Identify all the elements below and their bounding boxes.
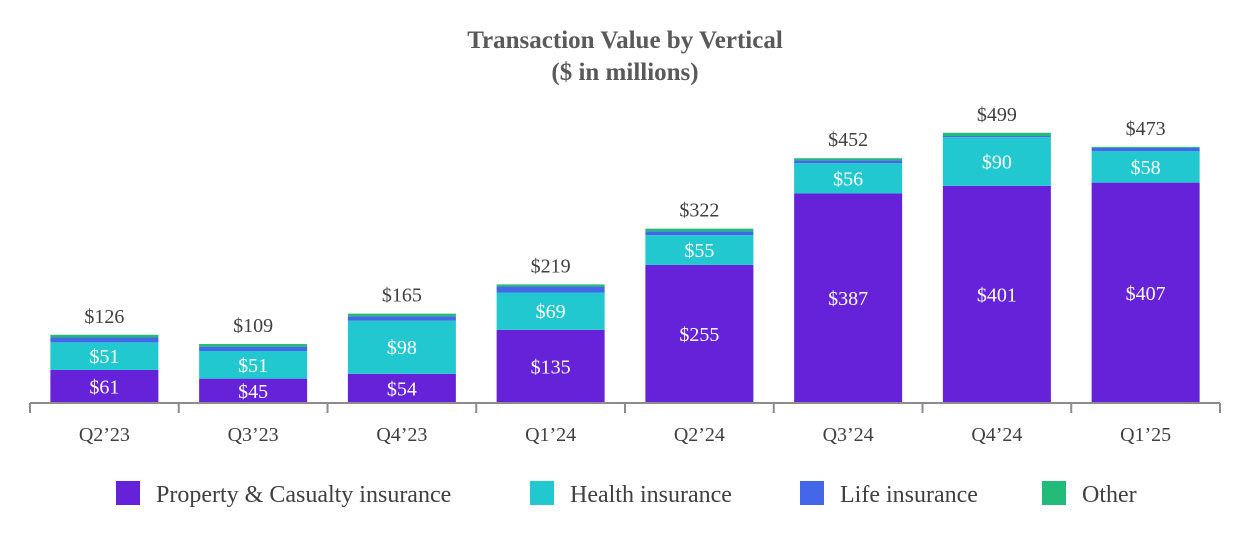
bar-segment-1-1 [50, 369, 159, 403]
total-label: $109 [233, 315, 273, 337]
bar-segment-3-1 [50, 337, 159, 343]
total-label: $165 [382, 285, 422, 307]
bar-segment-4-7 [942, 132, 1051, 137]
bar-segment-4-1 [50, 334, 159, 338]
x-tick-label: Q1’24 [525, 424, 576, 446]
x-tick-label: Q3’24 [823, 424, 874, 446]
legend-label-2: Health insurance [570, 482, 732, 508]
x-tick-label: Q3’23 [228, 424, 279, 446]
legend-swatch-4 [1042, 481, 1066, 505]
bar-segment-1-8 [1091, 182, 1200, 403]
bar-segment-2-8 [1091, 151, 1200, 183]
segment-value-label: $45 [238, 381, 268, 403]
bar-segment-1-3 [347, 373, 456, 403]
bar-segment-4-4 [496, 284, 605, 287]
bar-segment-2-4 [496, 292, 605, 330]
legend-label-4: Other [1082, 482, 1137, 508]
segment-value-label: $255 [679, 324, 719, 346]
bar-segment-4-2 [199, 343, 308, 347]
segment-value-label: $135 [531, 356, 571, 378]
x-tick-label: Q2’23 [79, 424, 130, 446]
legend-swatch-3 [800, 481, 824, 505]
x-tick-label: Q4’24 [971, 424, 1022, 446]
segment-value-label: $69 [536, 301, 566, 323]
total-label: $322 [679, 200, 719, 222]
segment-value-label: $98 [387, 337, 417, 359]
legend-label-1: Property & Casualty insurance [156, 482, 451, 508]
bar-segment-3-2 [199, 346, 308, 352]
bar-segment-3-8 [1091, 147, 1200, 152]
total-label: $126 [84, 306, 124, 328]
total-label: $219 [531, 255, 571, 277]
segment-value-label: $58 [1131, 157, 1161, 179]
bar-segment-4-3 [347, 313, 456, 317]
segment-value-label: $401 [977, 284, 1017, 306]
bar-segment-4-8 [1091, 146, 1200, 148]
total-label: $473 [1126, 118, 1166, 140]
bar-segment-3-6 [794, 160, 903, 164]
bars-group: $61 $51 $126 $45 $51 $109 $54 $98 $165 $135 $69 $21… [50, 104, 1200, 403]
bar-segment-2-2 [199, 351, 308, 379]
segment-value-label: $387 [828, 288, 868, 310]
bar-segment-3-7 [942, 136, 1051, 138]
bar-segment-4-6 [794, 158, 903, 161]
segment-value-label: $54 [387, 378, 417, 400]
bar-segment-4-5 [645, 228, 754, 232]
segment-value-label: $56 [833, 168, 863, 190]
x-tick-label: Q2’24 [674, 424, 725, 446]
total-label: $452 [828, 129, 868, 151]
segment-value-label: $51 [238, 355, 268, 377]
bar-segment-1-7 [942, 185, 1051, 403]
bar-segment-3-3 [347, 316, 456, 321]
x-tick-label: Q1’25 [1120, 424, 1171, 446]
bar-segment-2-6 [794, 163, 903, 194]
x-tick-label: Q4’23 [376, 424, 427, 446]
bar-segment-2-1 [50, 342, 159, 370]
legend: Property & Casualty insurance Health insu… [116, 481, 1137, 508]
chart-title: Transaction Value by Vertical [467, 27, 783, 54]
segment-value-label: $61 [89, 376, 119, 398]
bar-segment-1-5 [645, 264, 754, 403]
bar-segment-3-5 [645, 231, 754, 236]
bar-segment-1-4 [496, 329, 605, 403]
segment-value-label: $407 [1126, 283, 1166, 305]
bar-segment-3-4 [496, 286, 605, 293]
legend-swatch-1 [116, 481, 140, 505]
bar-segment-2-7 [942, 137, 1051, 186]
bar-segment-1-6 [794, 193, 903, 403]
segment-value-label: $55 [684, 240, 714, 262]
segment-value-label: $90 [982, 151, 1012, 173]
total-label: $499 [977, 104, 1017, 126]
legend-label-3: Life insurance [840, 482, 978, 508]
bar-segment-2-3 [347, 320, 456, 374]
x-axis: Q2’23 Q3’23 Q4’23 Q1’24 Q2’24 Q3’24 Q4’24 Q1’25 [29, 402, 1221, 446]
legend-swatch-2 [530, 481, 554, 505]
segment-value-label: $51 [89, 346, 119, 368]
bar-segment-1-2 [199, 378, 308, 403]
bar-segment-2-5 [645, 235, 754, 265]
chart-subtitle: ($ in millions) [551, 59, 698, 86]
